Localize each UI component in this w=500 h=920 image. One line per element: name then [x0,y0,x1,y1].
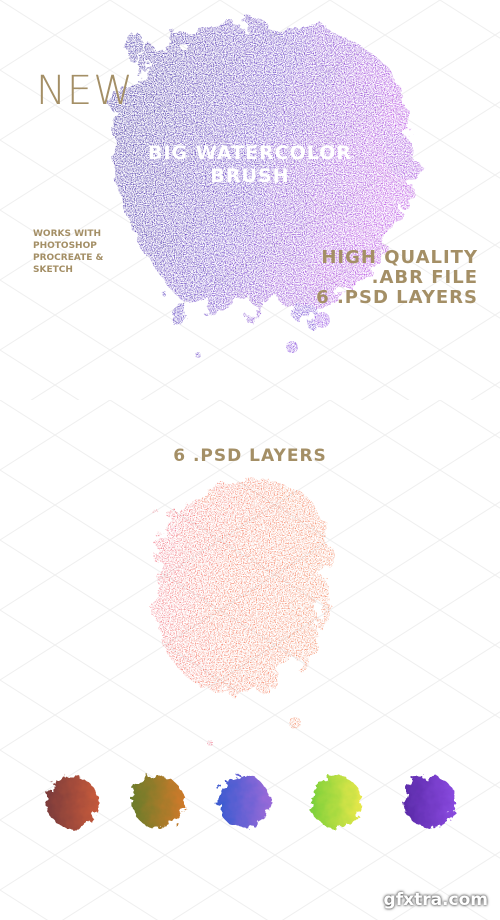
watercolor-layers-artwork [0,400,500,920]
compat-line: PHOTOSHOP [33,241,97,251]
feature-item: .ABR FILE [371,267,478,288]
product-headline: BIG WATERCOLOR BRUSH [120,142,380,188]
hero-panel: NEW BIG WATERCOLOR BRUSH WORKS WITH PHOT… [0,0,500,400]
swatch-3 [218,776,270,828]
orange-splash [155,480,328,746]
compat-line: PROCREATE & [33,253,104,263]
layers-panel: 6 .PSD LAYERS gfxtra.com [0,400,500,920]
layers-heading: 6 .PSD LAYERS [173,446,327,466]
feature-item: HIGH QUALITY [321,247,478,268]
headline-line-1: BIG WATERCOLOR [148,142,352,164]
swatch-1 [46,776,98,828]
layer-swatches [46,776,456,828]
new-badge: NEW [36,68,134,114]
feature-list: HIGH QUALITY .ABR FILE 6 .PSD LAYERS [316,248,478,308]
swatch-5 [404,776,456,828]
headline-line-2: BRUSH [210,165,290,187]
watercolor-splash-purple [0,0,500,400]
compatibility-list: WORKS WITH PHOTOSHOP PROCREATE & SKETCH [33,228,128,276]
compat-line: WORKS WITH [33,229,102,239]
swatch-4 [310,776,362,828]
swatch-2 [132,776,184,828]
feature-item: 6 .PSD LAYERS [316,287,478,308]
compat-line: SKETCH [33,265,73,275]
site-watermark-logo: gfxtra.com [383,890,488,910]
